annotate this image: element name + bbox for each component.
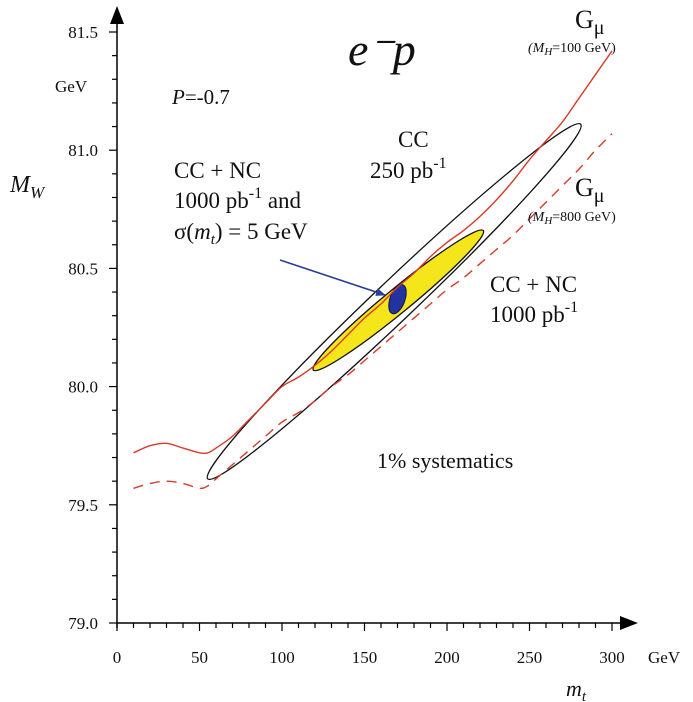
x-tick-label: 150 bbox=[352, 648, 378, 667]
x-tick-label: 200 bbox=[434, 648, 460, 667]
gmu-label-800: Gμ (MH=800 GeV) bbox=[528, 173, 616, 227]
y-tick-label: 80.0 bbox=[68, 378, 98, 397]
ccnc-1000-label: CC + NC 1000 pb-1 bbox=[490, 272, 578, 327]
y-tick-label: 80.5 bbox=[68, 259, 98, 278]
curves-group bbox=[133, 50, 613, 490]
y-tick-label: 81.5 bbox=[68, 23, 98, 42]
x-tick-label: 300 bbox=[599, 648, 625, 667]
svg-text:CC: CC bbox=[398, 127, 429, 152]
x-unit-label: GeV bbox=[648, 648, 681, 667]
curve-gmu-mh800 bbox=[133, 133, 613, 490]
svg-text:Gμ: Gμ bbox=[575, 5, 605, 39]
y-axis-arrow bbox=[110, 6, 124, 24]
x-tick-label: 0 bbox=[113, 648, 122, 667]
x-tick-label: 50 bbox=[191, 648, 208, 667]
cc-250-label: CC 250 pb-1 bbox=[370, 127, 447, 183]
svg-text:CC + NC: CC + NC bbox=[490, 272, 577, 297]
ellipses-group bbox=[206, 122, 582, 481]
ccnc-mt-label: CC + NC 1000 pb-1 and σ(mt) = 5 GeV bbox=[174, 158, 308, 248]
x-axis-arrow bbox=[620, 616, 638, 630]
svg-text:σ(mt) = 5 GeV: σ(mt) = 5 GeV bbox=[174, 219, 308, 248]
svg-text:1000 pb-1: 1000 pb-1 bbox=[490, 299, 578, 327]
svg-text:(MH=800 GeV): (MH=800 GeV) bbox=[528, 210, 616, 227]
svg-text:CC + NC: CC + NC bbox=[174, 158, 261, 183]
y-tick-label: 79.5 bbox=[68, 496, 98, 515]
y-axis-title: MW bbox=[9, 172, 46, 202]
y-tick-label: 79.0 bbox=[68, 614, 98, 633]
svg-text:1000 pb-1 and: 1000 pb-1 and bbox=[174, 185, 302, 213]
polarization-label: P=-0.7 bbox=[171, 85, 230, 109]
y-unit-label: GeV bbox=[55, 77, 88, 96]
curve-gmu-mh100 bbox=[133, 50, 613, 455]
axes bbox=[109, 6, 638, 631]
svg-text:(MH=100 GeV): (MH=100 GeV) bbox=[528, 41, 616, 58]
x-tick-label: 250 bbox=[517, 648, 543, 667]
gmu-label-100: Gμ (MH=100 GeV) bbox=[528, 5, 616, 58]
y-tick-label: 81.0 bbox=[68, 141, 98, 160]
x-axis-title: mt bbox=[566, 676, 587, 702]
svg-text:Gμ: Gμ bbox=[575, 173, 605, 207]
pointer-arrow bbox=[279, 259, 386, 296]
chart-title: e⁻p bbox=[348, 24, 416, 75]
systematics-label: 1% systematics bbox=[377, 448, 513, 473]
svg-text:250 pb-1: 250 pb-1 bbox=[370, 155, 447, 183]
tick-labels: 79.0 79.5 80.0 80.5 81.0 81.5 0 50 100 150 200 250 3… bbox=[68, 23, 625, 667]
ellipse-cc-250 bbox=[206, 122, 582, 481]
x-tick-label: 100 bbox=[269, 648, 295, 667]
